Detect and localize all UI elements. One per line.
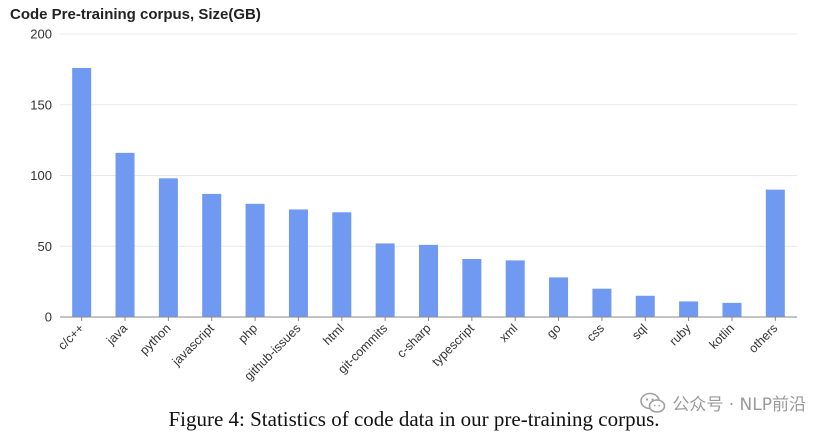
x-category-label: javascript <box>169 321 217 369</box>
x-category-label: go <box>544 321 564 341</box>
watermark-text: 公众号 · NLP前沿 <box>672 395 806 415</box>
x-category-label: python <box>137 321 173 357</box>
bar-java <box>115 152 135 317</box>
x-category-label: php <box>236 321 261 346</box>
x-category-label: others <box>746 321 780 355</box>
y-tick-label: 200 <box>30 27 52 42</box>
bars <box>72 67 785 318</box>
bar-xml <box>505 260 525 317</box>
axes <box>60 316 797 321</box>
bar-ruby <box>679 301 699 317</box>
y-tick-label: 0 <box>45 310 52 325</box>
x-category-label: css <box>584 321 607 344</box>
x-category-label: kotlin <box>707 321 738 352</box>
x-category-label: ruby <box>667 321 695 349</box>
figure-caption: Figure 4: Statistics of code data in our… <box>168 407 660 431</box>
bar-python <box>158 178 178 317</box>
bar-c-sharp <box>419 244 438 317</box>
wechat-icon <box>640 392 666 413</box>
bar-php <box>245 203 265 317</box>
y-tick-labels: 0 50 100 150 200 <box>30 27 52 325</box>
y-tick-label: 150 <box>30 97 52 112</box>
watermark: 公众号 · NLP前沿 <box>640 390 806 415</box>
bar-kotlin <box>722 302 742 317</box>
x-category-label: typescript <box>429 321 477 369</box>
bar-typescript <box>462 258 482 317</box>
y-tick-label: 50 <box>38 239 52 254</box>
bar-javascript <box>202 193 222 317</box>
chart-title: Code Pre-training corpus, Size(GB) <box>10 6 261 23</box>
x-category-label: java <box>103 321 130 348</box>
bar-html <box>332 212 352 317</box>
bar-c/c++ <box>72 67 92 318</box>
x-category-label: html <box>320 321 347 348</box>
x-category-label: c-sharp <box>394 321 433 360</box>
bar-github-issues <box>288 209 308 317</box>
bar-git-commits <box>375 243 395 317</box>
bar-sql <box>635 295 655 317</box>
bar-go <box>549 277 569 317</box>
y-tick-label: 100 <box>30 168 52 183</box>
x-category-label: sql <box>629 321 650 342</box>
bar-css <box>592 288 612 317</box>
x-category-label: xml <box>497 321 521 345</box>
x-category-label: c/c++ <box>55 321 87 353</box>
bar-others <box>765 189 785 317</box>
